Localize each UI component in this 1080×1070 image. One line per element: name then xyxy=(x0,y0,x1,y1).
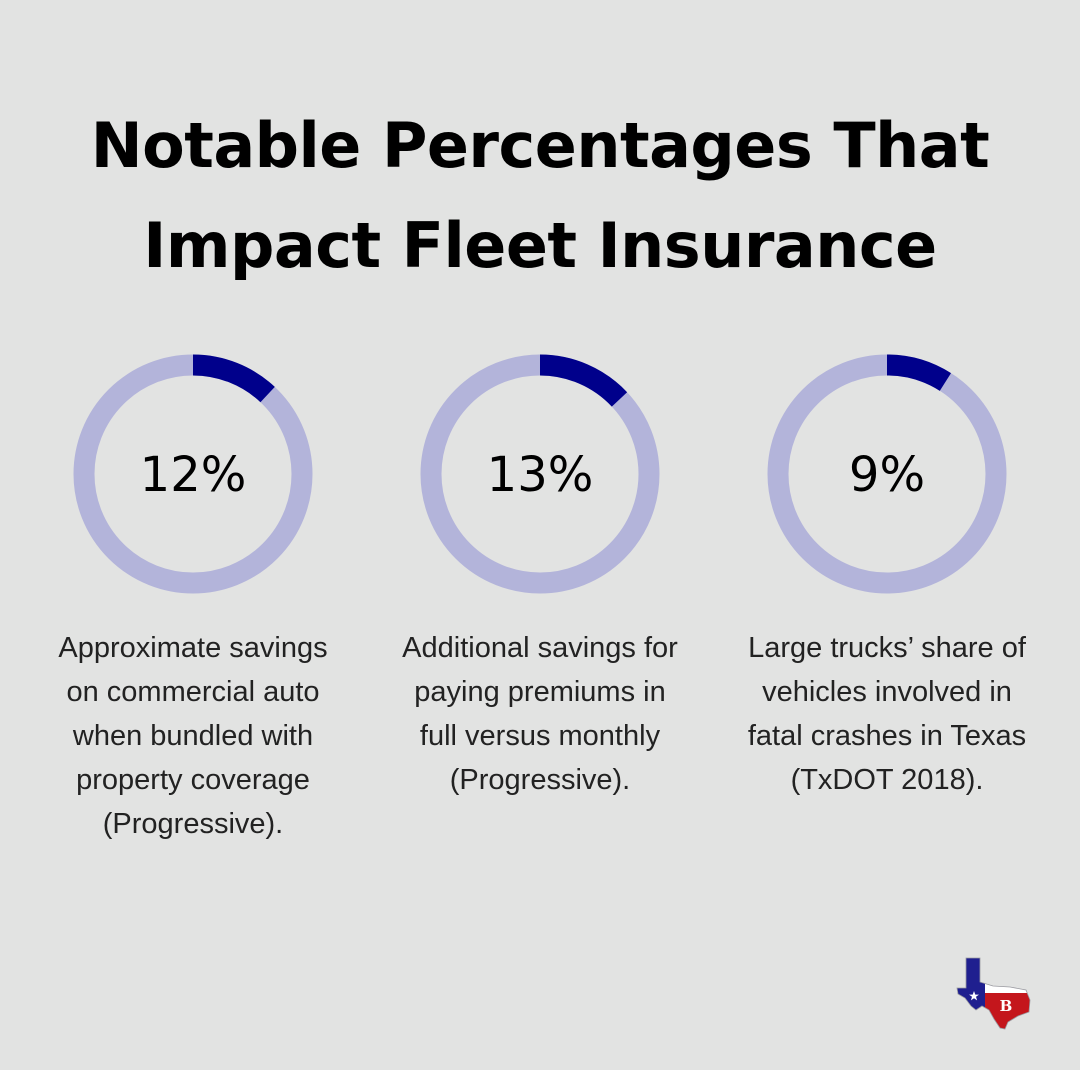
logo-monogram: B xyxy=(1000,997,1013,1015)
page-title: Notable Percentages That Impact Fleet In… xyxy=(0,96,1080,296)
description-line: paying premiums in xyxy=(414,676,666,708)
description-line: Additional savings for xyxy=(402,632,678,664)
description-line: property coverage xyxy=(76,764,310,796)
percent-label: 13% xyxy=(487,447,594,503)
percent-label: 12% xyxy=(140,447,247,503)
stat-card-2: 13% Additional savings for paying premiu… xyxy=(370,350,710,802)
description-line: Approximate savings xyxy=(58,632,328,664)
donut-chart-1: 12% xyxy=(73,354,313,594)
title-line-1: Notable Percentages That xyxy=(90,109,990,182)
stat-card-1: 12% Approximate savings on commercial au… xyxy=(23,350,363,846)
donut-chart-2: 13% xyxy=(420,354,660,594)
description-line: full versus monthly xyxy=(419,720,661,752)
texas-flag-map-icon: B xyxy=(956,957,1031,1030)
stat-description: Large trucks’ share of vehicles involved… xyxy=(717,626,1057,802)
description-line: (Progressive). xyxy=(449,764,631,796)
description-line: on commercial auto xyxy=(66,676,320,708)
stat-description: Approximate savings on commercial auto w… xyxy=(23,626,363,846)
description-line: (Progressive). xyxy=(102,808,284,840)
donut-value-arc xyxy=(539,354,628,407)
stat-card-3: 9% Large trucks’ share of vehicles invol… xyxy=(717,350,1057,802)
description-line: vehicles involved in xyxy=(762,676,1012,708)
percent-label: 9% xyxy=(849,447,925,503)
description-line: (TxDOT 2018). xyxy=(790,764,984,796)
stat-description: Additional savings for paying premiums i… xyxy=(370,626,710,802)
donut-chart-3: 9% xyxy=(767,354,1007,594)
description-line: fatal crashes in Texas xyxy=(747,720,1027,752)
donut-value-arc xyxy=(886,354,952,391)
description-line: when bundled with xyxy=(72,720,314,752)
donut-value-arc xyxy=(192,354,275,403)
description-line: Large trucks’ share of xyxy=(748,632,1026,664)
title-line-2: Impact Fleet Insurance xyxy=(143,209,937,282)
